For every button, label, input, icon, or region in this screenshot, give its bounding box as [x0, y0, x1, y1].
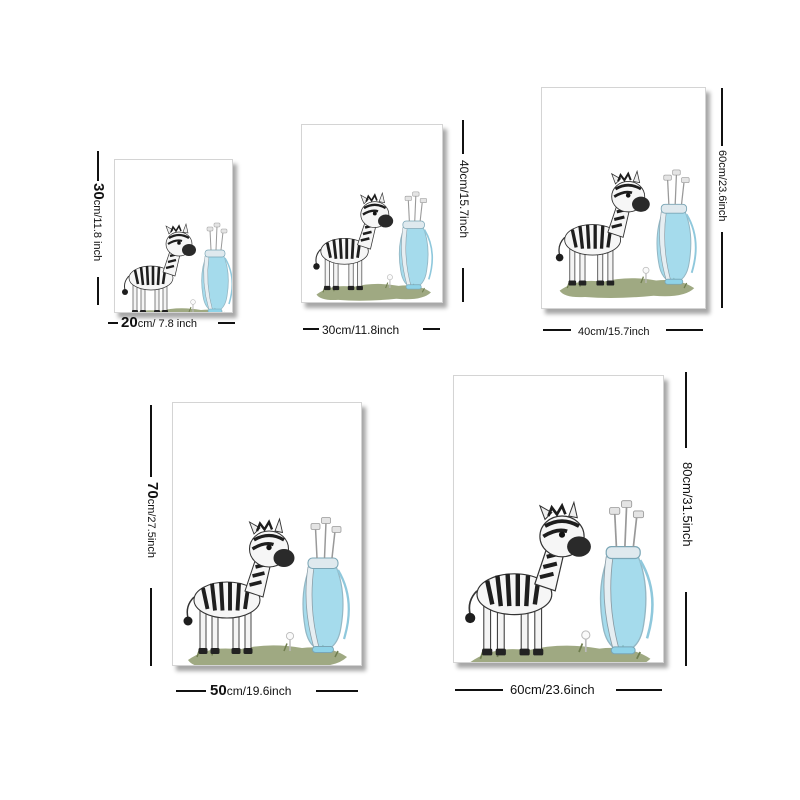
- zebra-with-golf-bag-icon: [120, 221, 232, 312]
- width-line-right: [218, 322, 235, 324]
- poster-60x80: [453, 375, 664, 663]
- zebra-with-golf-bag-icon: [181, 515, 351, 665]
- poster-40x60: [541, 87, 706, 309]
- width-line-right: [666, 329, 703, 331]
- height-label: 30cm/11.8 inch: [90, 183, 107, 262]
- zebra-with-golf-bag-icon: [311, 190, 434, 302]
- height-line-top: [462, 120, 464, 154]
- height-label: 40cm/15.7inch: [457, 160, 471, 239]
- height-label: 60cm/23.6inch: [716, 150, 728, 222]
- width-line-left: [543, 329, 571, 331]
- height-line-bottom: [462, 268, 464, 302]
- height-line-bottom: [721, 232, 723, 308]
- height-line-top: [721, 88, 723, 146]
- height-line-top: [150, 405, 152, 477]
- width-line-left: [108, 322, 118, 324]
- height-label: 80cm/31.5inch: [680, 462, 695, 547]
- poster-20x30: [114, 159, 233, 313]
- width-line-left: [455, 689, 503, 691]
- width-line-right: [316, 690, 358, 692]
- width-label: 50cm/19.6inch: [210, 682, 292, 699]
- poster-50x70: [172, 402, 362, 666]
- width-line-left: [176, 690, 206, 692]
- height-line-bottom: [685, 592, 687, 666]
- width-line-right: [616, 689, 662, 691]
- height-line-bottom: [97, 277, 99, 305]
- height-line-top: [97, 151, 99, 181]
- height-label: 70cm/27.5inch: [144, 482, 161, 558]
- width-label: 40cm/15.7inch: [578, 326, 650, 338]
- poster-30x40: [301, 124, 443, 303]
- zebra-with-golf-bag-icon: [454, 376, 663, 662]
- width-label: 20cm/ 7.8 inch: [121, 314, 197, 331]
- width-line-right: [423, 328, 440, 330]
- width-label: 60cm/23.6inch: [510, 682, 595, 697]
- zebra-with-golf-bag-icon: [554, 168, 698, 300]
- width-label: 30cm/11.8inch: [322, 323, 400, 337]
- height-line-bottom: [150, 588, 152, 666]
- width-line-left: [303, 328, 319, 330]
- height-line-top: [685, 372, 687, 448]
